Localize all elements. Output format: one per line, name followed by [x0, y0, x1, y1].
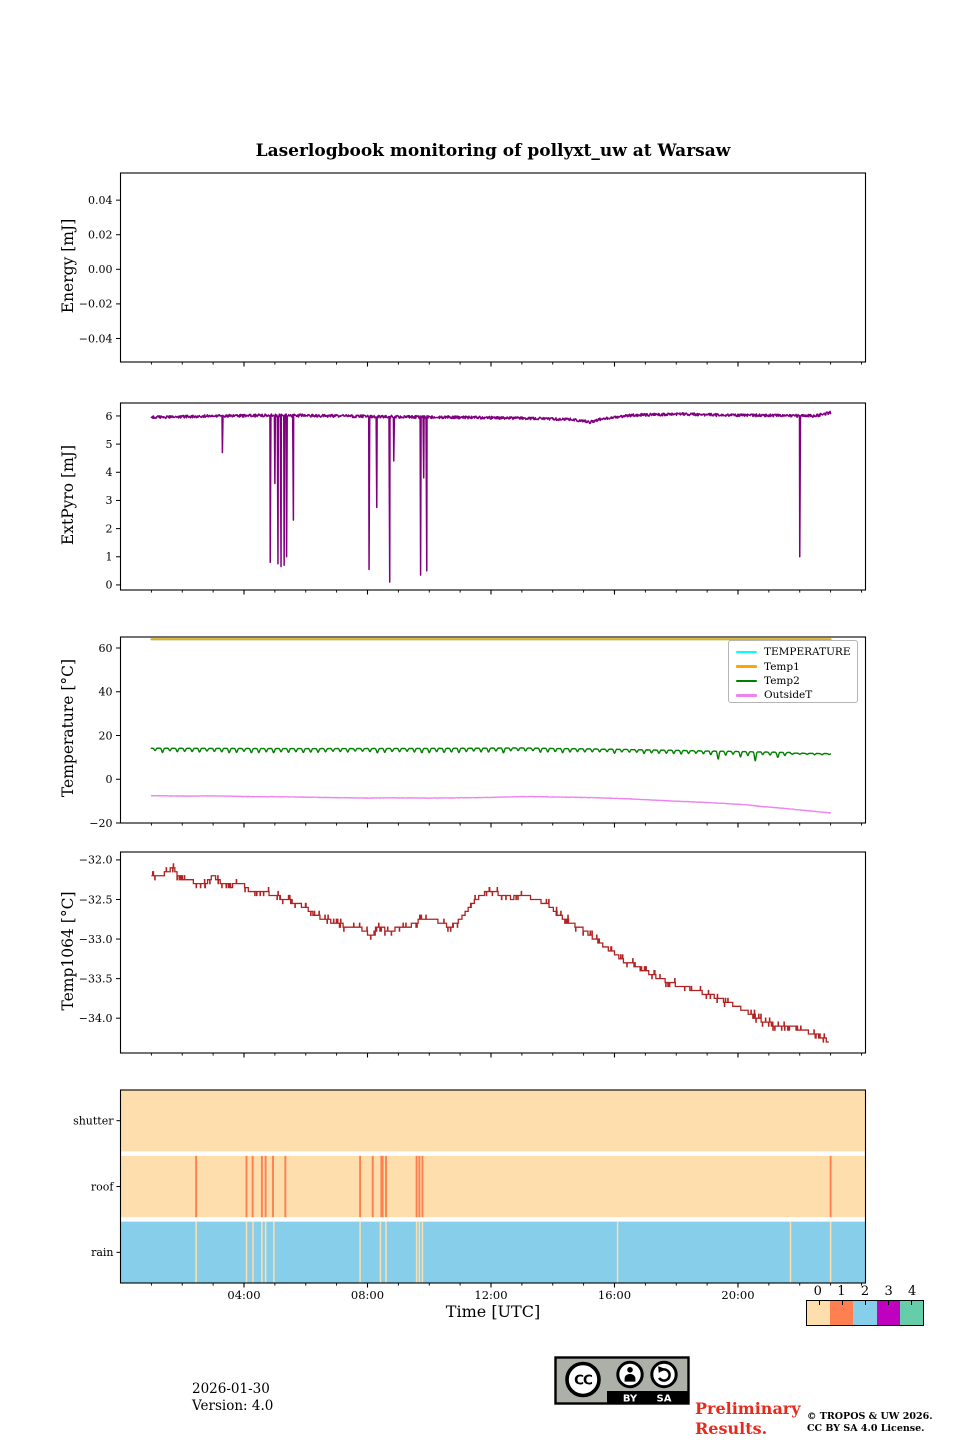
temperature-ytick-label: 20: [99, 729, 113, 742]
temp1064-ytick-label: −34.0: [79, 1012, 113, 1025]
time-tick-label: 20:00: [721, 1288, 754, 1302]
legend-label: TEMPERATURE: [764, 646, 851, 659]
energy-ytick-label: 0.02: [88, 229, 113, 242]
colorbar-cell-2: [853, 1301, 877, 1325]
shutter-band: [120, 1090, 866, 1152]
cc-logo-text: CC: [574, 1373, 593, 1389]
preliminary-line2: Results.: [695, 1419, 768, 1438]
time-tick-label: 16:00: [598, 1288, 631, 1302]
figure-date: 2026-01-30: [192, 1381, 270, 1397]
Temp1064-series: [151, 863, 829, 1043]
energy-ytick-label: −0.04: [79, 332, 113, 345]
cc-by-sa-badge: CC BY SA: [554, 1356, 690, 1405]
energy-panel: 0.04 0.02 0.00 −0.02 −0.04: [79, 172, 867, 367]
temperature-ytick-label: 0: [106, 773, 113, 786]
legend-item-TEMPERATURE: TEMPERATURE: [736, 645, 857, 659]
copyright-note: © TROPOS & UW 2026. CC BY SA 4.0 License…: [807, 1411, 933, 1435]
legend-item-Temp2: Temp2: [736, 674, 857, 688]
legend-item-OutsideT: OutsideT: [736, 688, 857, 702]
Temp2-series: [150, 747, 832, 762]
temperature-ytick-label: 60: [99, 642, 113, 655]
extpyro-ytick-label: 2: [106, 522, 113, 535]
temperature-frame: [119, 636, 867, 824]
ExtPyro-series: [150, 410, 832, 583]
cc-badge-strip: [607, 1391, 689, 1404]
legend-line-swatch: [736, 665, 757, 668]
colorbar-bar: [806, 1300, 924, 1326]
extpyro-ytick-label: 4: [106, 466, 113, 479]
copyright-line2: CC BY SA 4.0 License.: [807, 1423, 925, 1434]
legend-line-swatch: [736, 679, 757, 683]
preliminary-note: Preliminary Results.: [695, 1399, 801, 1439]
colorbar-tick-label: 0: [813, 1284, 822, 1299]
extpyro-frame: [119, 402, 867, 591]
colorbar-tick-label: 1: [837, 1284, 846, 1299]
legend-item-Temp1: Temp1: [736, 659, 857, 673]
status-panel: shutter roof rain 04:00 08:00 12:00 16:00 20:00: [73, 1089, 867, 1302]
colorbar-cell-0: [807, 1301, 831, 1325]
legend-label: OutsideT: [764, 689, 813, 702]
legend-line-swatch: [736, 694, 757, 697]
extpyro-ytick-label: 5: [106, 438, 113, 451]
cc-sa-label: SA: [657, 1394, 672, 1405]
copyright-line1: © TROPOS & UW 2026.: [807, 1411, 933, 1422]
cc-by-label: BY: [623, 1394, 638, 1405]
roof-band: [120, 1155, 866, 1218]
cc-sa-arrow-icon: [650, 1360, 678, 1389]
temp1064-ytick-label: −33.5: [79, 972, 113, 985]
preliminary-line1: Preliminary: [695, 1399, 801, 1418]
cc-logo-icon: [565, 1361, 601, 1398]
extpyro-ytick-label: 6: [106, 410, 113, 423]
energy-ytick-label: 0.04: [88, 194, 113, 207]
extpyro-ytick-label: 3: [106, 494, 113, 507]
colorbar-tick-label: 2: [860, 1284, 870, 1299]
OutsideT-series: [150, 794, 832, 814]
shutter-row-label: shutter: [73, 1114, 114, 1127]
energy-frame: [119, 172, 867, 363]
energy-ytick-label: 0.00: [88, 263, 113, 276]
time-tick-label: 04:00: [227, 1288, 260, 1302]
status-frame: [119, 1089, 867, 1284]
temp1064-ytick-label: −32.0: [79, 854, 113, 867]
temp1064-panel: −32.0 −32.5 −33.0 −33.5 −34.0: [79, 851, 867, 1058]
temp1064-frame: [119, 851, 867, 1054]
temperature-ytick-label: −20: [89, 817, 112, 830]
extpyro-panel: 0 1 2 3 4 5 6: [106, 402, 867, 595]
time-tick-label: 08:00: [351, 1288, 384, 1302]
extpyro-ytick-label: 1: [106, 551, 113, 564]
time-tick-label: 12:00: [474, 1288, 507, 1302]
rain-band: [120, 1221, 866, 1283]
legend-line-swatch: [736, 650, 757, 654]
temperature-legend: TEMPERATURE Temp1 Temp2 OutsideT: [728, 640, 858, 703]
colorbar-cell-4: [899, 1301, 924, 1325]
energy-ytick-label: −0.02: [79, 298, 113, 311]
extpyro-ytick-label: 0: [106, 579, 113, 592]
time-axis-label: Time [UTC]: [445, 1302, 541, 1321]
legend-label: Temp1: [764, 660, 800, 673]
figure-title: Laserlogbook monitoring of pollyxt_uw at…: [255, 141, 731, 161]
figure-version: Version: 4.0: [192, 1398, 274, 1414]
colorbar-tick-label: 4: [908, 1284, 917, 1299]
colorbar-tick-label: 3: [884, 1284, 893, 1299]
legend-label: Temp2: [764, 674, 800, 687]
temperature-ytick-label: 40: [99, 686, 113, 699]
rain-row-label: rain: [91, 1246, 113, 1259]
roof-row-label: roof: [91, 1180, 115, 1193]
temp1064-ytick-label: −32.5: [79, 893, 113, 906]
colorbar-cell-3: [876, 1301, 900, 1325]
figure-meta: 2026-01-30 Version: 4.0: [192, 1381, 273, 1415]
temp1064-ytick-label: −33.0: [79, 933, 113, 946]
colorbar-cell-1: [830, 1301, 854, 1325]
temperature-panel: −20 0 20 40 60: [89, 636, 867, 830]
